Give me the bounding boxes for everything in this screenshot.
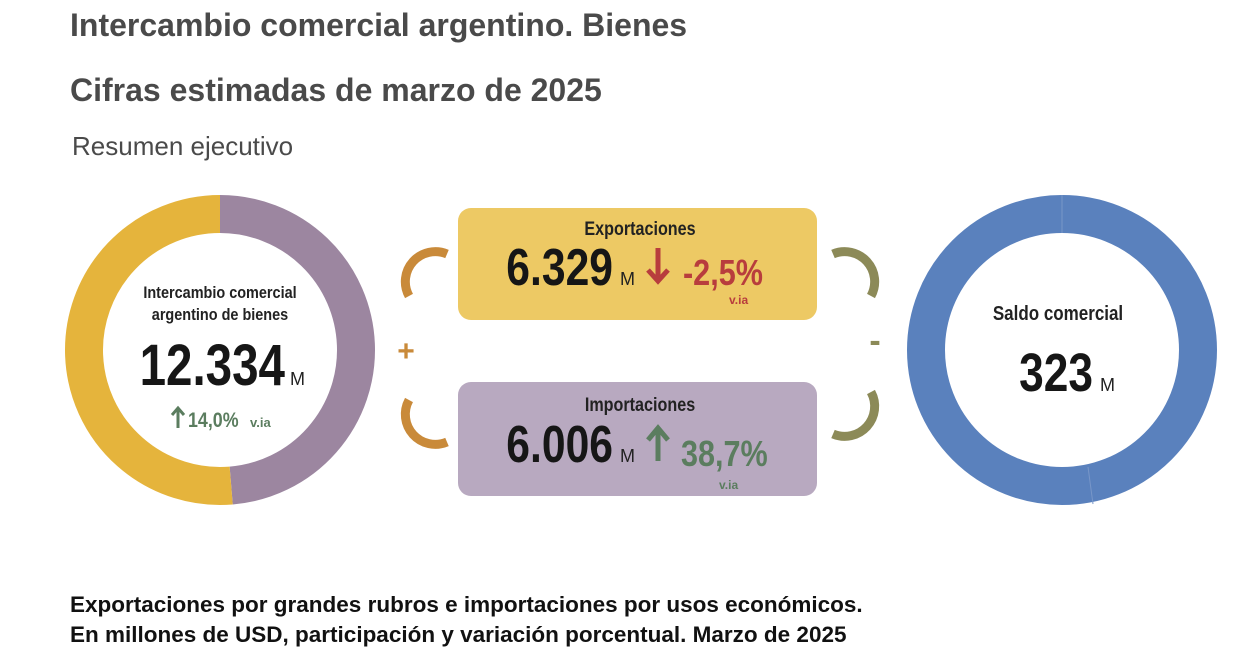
total-change-label: v.ia bbox=[250, 415, 271, 430]
footer-line: En millones de USD, participación y vari… bbox=[70, 622, 846, 647]
exports-box bbox=[458, 208, 817, 320]
bracket bbox=[831, 247, 880, 299]
total-donut bbox=[65, 195, 375, 505]
footer-line: Exportaciones por grandes rubros e impor… bbox=[70, 592, 863, 617]
subtitle: Cifras estimadas de marzo de 2025 bbox=[70, 72, 602, 108]
section-label: Resumen ejecutivo bbox=[72, 131, 293, 161]
bracket bbox=[400, 247, 449, 299]
plus-sign: + bbox=[397, 335, 415, 368]
minus-sign: - bbox=[869, 322, 880, 360]
balance-value: 323 bbox=[1019, 343, 1093, 403]
balance-label: Saldo comercial bbox=[993, 302, 1123, 325]
exports-label: Exportaciones bbox=[584, 218, 695, 240]
imports-box bbox=[458, 382, 817, 496]
exports-unit: M bbox=[620, 269, 635, 289]
ring-divider bbox=[1087, 466, 1094, 505]
exports-value: 6.329 bbox=[506, 239, 613, 297]
imports-change-label: v.ia bbox=[719, 478, 738, 492]
imports-change: 38,7% bbox=[681, 435, 768, 475]
bracket bbox=[831, 389, 880, 441]
imports-unit: M bbox=[620, 446, 635, 466]
total-value: 12.334 bbox=[140, 334, 286, 399]
up-arrow bbox=[170, 405, 186, 428]
exports-change: -2,5% bbox=[683, 254, 763, 294]
imports-label: Importaciones bbox=[585, 394, 696, 416]
imports-segment bbox=[219, 195, 375, 505]
down-arrow bbox=[646, 248, 670, 285]
total-label: Intercambio comercial bbox=[143, 284, 296, 302]
exports-segment bbox=[65, 195, 233, 505]
imports-value: 6.006 bbox=[506, 416, 613, 474]
bracket bbox=[400, 397, 449, 449]
balance-unit: M bbox=[1100, 375, 1115, 395]
up-arrow bbox=[646, 424, 670, 461]
total-label: argentino de bienes bbox=[152, 306, 289, 324]
total-change: 14,0% bbox=[188, 409, 239, 433]
title: Intercambio comercial argentino. Bienes bbox=[70, 7, 687, 43]
total-unit: M bbox=[290, 369, 305, 389]
exports-change-label: v.ia bbox=[729, 293, 748, 307]
